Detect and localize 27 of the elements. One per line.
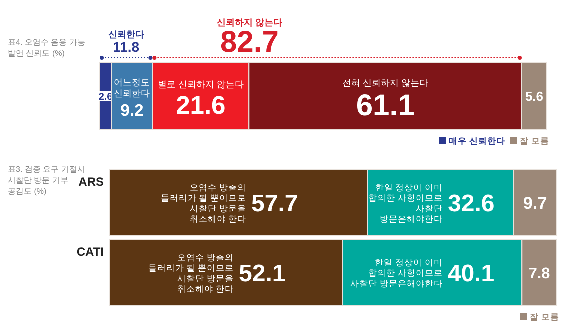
legend-label: 잘 모름 [530, 312, 560, 322]
data-label: 52.1 [239, 260, 286, 288]
series-label: 별로 신뢰하지 않는다 [158, 79, 244, 90]
text: 신뢰하지 않는다 [216, 18, 282, 28]
chart-title: 표4. 오염수 음용 가능 발언 신뢰도 (%) [8, 38, 86, 58]
series-label: 오염수 방출의 들러리가 될 뿐이므로 시찰단 방문을 취소해야 한다 [160, 182, 247, 224]
legend-label: 잘 모름 [520, 136, 550, 146]
data-label: 21.6 [176, 92, 226, 120]
data-label: 40.1 [448, 260, 495, 288]
series-label: 어느정도 신뢰한다 [114, 77, 150, 98]
data-label: 5.6 [525, 89, 544, 104]
text: 신뢰한다 [108, 30, 144, 40]
text: 11.8 [113, 39, 140, 55]
data-label: 7.8 [528, 266, 551, 283]
y-tick-label: CATI [76, 245, 104, 259]
text: 한일 정상이 이미 합의한 사항이므로 사찰단 방문은해야한다 [350, 258, 443, 288]
data-label: 32.6 [448, 190, 495, 218]
data-label: 57.7 [252, 190, 298, 218]
data-label: 9.7 [523, 194, 548, 214]
text: 82.7 [220, 26, 279, 59]
data-label: 9.2 [120, 101, 144, 120]
data-label: 61.1 [356, 89, 415, 122]
legend-label: 매우 신뢰한다 [449, 136, 506, 146]
series-label: 전혀 신뢰하지 않는다 [342, 78, 429, 88]
series-label: 한일 정상이 이미 합의한 사항이므로 사찰단 방문은해야한다 [368, 182, 444, 224]
text: 오염수 방출의 들러리가 될 뿐이므로 시찰단 방문을 취소해야 한다 [148, 252, 234, 294]
y-tick-label: ARS [78, 175, 104, 189]
